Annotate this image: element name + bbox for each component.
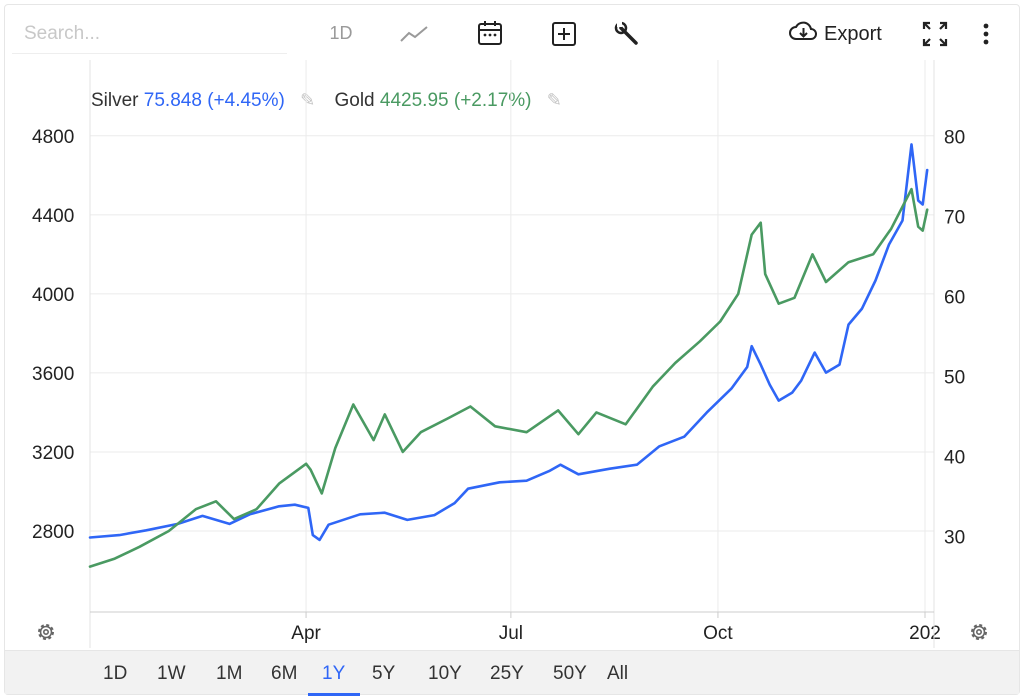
left-axis-tick-label: 3200 xyxy=(32,443,74,464)
right-axis-tick-label: 30 xyxy=(944,528,965,549)
calendar-icon[interactable] xyxy=(474,17,506,49)
legend-silver-value: 75.848 xyxy=(143,90,202,111)
range-option-all[interactable]: All xyxy=(607,663,629,684)
legend-gold-change: (+2.17%) xyxy=(453,90,532,111)
range-option-10y[interactable]: 10Y xyxy=(428,663,462,684)
x-axis-tick-label: Oct xyxy=(703,623,733,644)
more-vertical-icon[interactable] xyxy=(976,20,996,48)
search-input[interactable] xyxy=(12,14,287,54)
edit-gold-pencil-icon[interactable]: ✎ xyxy=(546,90,562,110)
export-button[interactable]: Export xyxy=(788,20,882,48)
export-label: Export xyxy=(824,22,882,45)
interval-button[interactable]: 1D xyxy=(329,22,353,43)
left-axis-tick-label: 3600 xyxy=(32,364,74,385)
left-axis-tick-label: 4800 xyxy=(32,127,74,148)
legend-gold-value: 4425.95 xyxy=(379,90,449,111)
left-axis-tick-label: 2800 xyxy=(32,522,74,543)
price-chart: 2800 3200 3600 4000 4400 4800 30 40 50 60 70 80 Apr J… xyxy=(32,60,965,648)
range-option-1w[interactable]: 1W xyxy=(157,663,186,684)
right-axis-tick-label: 50 xyxy=(944,368,965,389)
x-axis-tick-label: Jul xyxy=(499,623,523,644)
gold-series-line xyxy=(88,187,929,568)
range-option-1y[interactable]: 1Y xyxy=(322,663,346,684)
range-option-50y[interactable]: 50Y xyxy=(553,663,587,684)
legend-gold-name: Gold xyxy=(334,90,375,111)
grid-lines xyxy=(90,60,934,612)
selected-range-underline xyxy=(308,693,360,696)
range-option-6m[interactable]: 6M xyxy=(271,663,298,684)
range-selector: 1D 1W 1M 6M 1Y 5Y 10Y 25Y 50Y All xyxy=(5,650,1019,696)
right-axis-tick-label: 40 xyxy=(944,448,965,469)
range-option-25y[interactable]: 25Y xyxy=(490,663,524,684)
left-axis-tick-label: 4000 xyxy=(32,285,74,306)
edit-silver-pencil-icon[interactable]: ✎ xyxy=(300,90,316,110)
right-axis-tick-label: 60 xyxy=(944,288,965,309)
plus-square-icon[interactable] xyxy=(548,19,580,49)
chart-widget-frame xyxy=(4,4,1020,695)
chart-legend: Silver 75.848 (+4.45%) ✎ Gold 4425.95 (+… xyxy=(91,90,576,112)
silver-series-line xyxy=(88,143,929,542)
cloud-download-icon xyxy=(788,19,818,49)
line-chart-icon[interactable] xyxy=(398,20,430,48)
wrench-icon[interactable] xyxy=(612,19,642,49)
series-lines xyxy=(88,143,929,568)
legend-silver-change: (+4.45%) xyxy=(207,90,285,111)
right-axis-tick-label: 80 xyxy=(944,127,965,148)
x-axis-tick-label: 202 xyxy=(909,623,941,644)
x-axis-tick-label: Apr xyxy=(291,623,321,644)
left-axis-tick-label: 4400 xyxy=(32,206,74,227)
legend-silver-name: Silver xyxy=(91,90,139,111)
axes: 2800 3200 3600 4000 4400 4800 30 40 50 60 70 80 Apr J… xyxy=(32,60,965,648)
fullscreen-icon[interactable] xyxy=(920,20,950,48)
range-option-1m[interactable]: 1M xyxy=(216,663,243,684)
chart-toolbar: 1D E xyxy=(0,0,1024,60)
range-option-5y[interactable]: 5Y xyxy=(372,663,396,684)
range-option-1d[interactable]: 1D xyxy=(103,663,128,684)
left-axis-settings-gear-icon[interactable] xyxy=(34,620,58,644)
right-axis-settings-gear-icon[interactable] xyxy=(967,620,991,644)
right-axis-tick-label: 70 xyxy=(944,207,965,228)
